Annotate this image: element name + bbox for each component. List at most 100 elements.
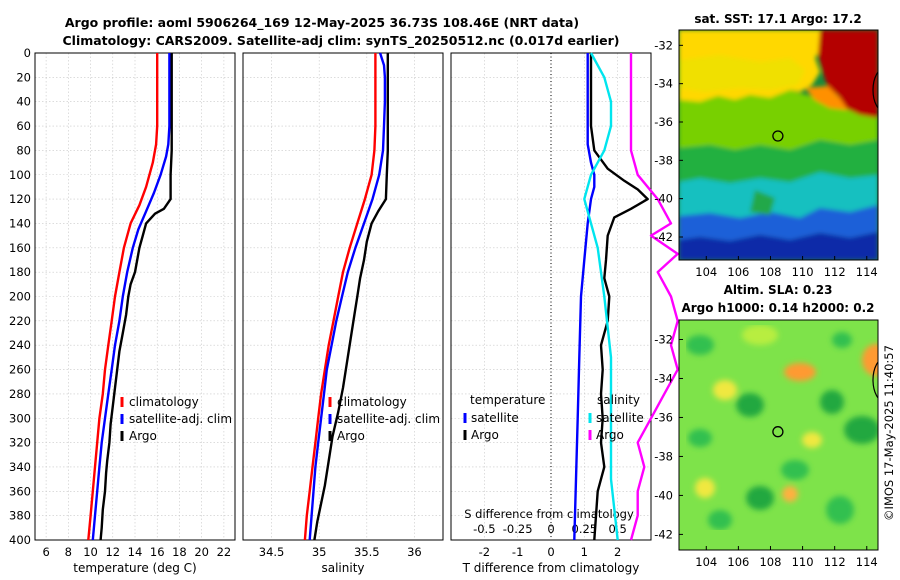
- x-tick-label: 8: [65, 545, 72, 559]
- legend-label: climatology: [129, 395, 199, 409]
- x-axis-label: temperature (deg C): [73, 561, 196, 575]
- legend-title-salinity: salinity: [597, 393, 640, 407]
- copyright-timestamp: ©IMOS 17-May-2025 11:40:57: [882, 345, 896, 521]
- x-tick-label: -1: [512, 545, 523, 559]
- map-lat-label: -34: [654, 371, 673, 385]
- series-line-argo: [313, 53, 389, 541]
- x-axis-label: T difference from climatology: [462, 561, 640, 575]
- x-tick-label: 2: [614, 545, 621, 559]
- map-lon-label: 106: [727, 555, 749, 569]
- x-tick-label: 35.5: [354, 545, 380, 559]
- depth-tick-label: 20: [16, 70, 31, 84]
- sla-field: [679, 320, 878, 550]
- map-lon-label: 106: [727, 265, 749, 279]
- depth-tick-label: 360: [9, 484, 31, 498]
- series-line-argo: [629, 53, 679, 541]
- legend-label: climatology: [337, 395, 407, 409]
- depth-tick-label: 140: [9, 216, 31, 230]
- s-tick-label: -0.25: [503, 522, 533, 536]
- title-line-1: Argo profile: aoml 5906264_169 12-May-20…: [65, 15, 579, 31]
- x-tick-label: 20: [194, 545, 209, 559]
- legend-label: Argo: [596, 428, 624, 442]
- map-lat-label: -32: [654, 38, 673, 52]
- x-tick-label: 35: [312, 545, 327, 559]
- map-lat-label: -42: [654, 230, 673, 244]
- depth-tick-label: 400: [9, 533, 31, 547]
- map-lon-label: 104: [695, 265, 717, 279]
- depth-tick-label: 380: [9, 509, 31, 523]
- sst-map-title: sat. SST: 17.1 Argo: 17.2: [694, 12, 861, 26]
- map-lon-label: 108: [759, 265, 781, 279]
- series-line-argo: [589, 53, 649, 541]
- sla-argo-location-marker: [772, 426, 784, 438]
- x-tick-label: 14: [128, 545, 143, 559]
- legend-label: satellite-adj. clim: [129, 412, 232, 426]
- legend-title-temperature: temperature: [470, 393, 545, 407]
- legend-label: Argo: [337, 429, 365, 443]
- depth-tick-label: 280: [9, 387, 31, 401]
- difference-panel: -2 -1 0 1 2 T difference from climatology S di…: [450, 52, 679, 575]
- depth-tick-label: 0: [24, 46, 31, 60]
- map-lon-label: 112: [824, 265, 846, 279]
- s-tick-label: 0.25: [572, 522, 598, 536]
- x-tick-label: -2: [479, 545, 490, 559]
- x-tick-label: 36: [407, 545, 422, 559]
- sst-map-panel: sat. SST: 17.1 Argo: 17.2 104 106 108 110 11…: [654, 12, 879, 279]
- depth-tick-label: 160: [9, 241, 31, 255]
- sla-map-title-line-2: Argo h1000: 0.14 h2000: 0.2: [681, 301, 874, 315]
- depth-tick-label: 120: [9, 192, 31, 206]
- legend-label: Argo: [471, 428, 499, 442]
- title-line-2: Climatology: CARS2009. Satellite-adj cli…: [62, 33, 619, 49]
- x-tick-label: 10: [83, 545, 98, 559]
- legend-label: satellite-adj. clim: [337, 412, 440, 426]
- x-tick-label: 6: [42, 545, 49, 559]
- x-tick-label: 22: [217, 545, 232, 559]
- series-line-argo: [99, 53, 173, 541]
- x-tick-label: 12: [105, 545, 120, 559]
- depth-tick-label: 340: [9, 460, 31, 474]
- map-lon-label: 110: [792, 265, 814, 279]
- series-line-climatology: [303, 53, 377, 541]
- map-lat-label: -42: [654, 527, 673, 541]
- s-axis-label: S difference from climatology: [464, 507, 634, 521]
- series-line-climatology: [87, 53, 159, 541]
- depth-tick-label: 200: [9, 290, 31, 304]
- axes-box: [242, 52, 444, 541]
- sst-field: [679, 30, 878, 260]
- x-axis-label: salinity: [321, 561, 364, 575]
- map-lon-label: 114: [856, 265, 878, 279]
- series-line-satellite-adj-clim: [91, 53, 171, 541]
- depth-tick-label: 260: [9, 363, 31, 377]
- map-lon-label: 114: [856, 555, 878, 569]
- legend-label: satellite: [471, 411, 519, 425]
- map-lat-label: -36: [654, 115, 673, 129]
- s-tick-label: 0: [547, 522, 554, 536]
- depth-tick-label: 180: [9, 265, 31, 279]
- x-tick-label: 34.5: [259, 545, 285, 559]
- legend-label: Argo: [129, 429, 157, 443]
- depth-tick-label: 100: [9, 168, 31, 182]
- map-lat-label: -38: [654, 153, 673, 167]
- s-tick-label: -0.5: [473, 522, 495, 536]
- axes-box: [34, 52, 236, 541]
- depth-tick-label: 320: [9, 436, 31, 450]
- map-lat-label: -38: [654, 449, 673, 463]
- temperature-panel: 0 20 40 60 80 100 120 140 160 180 200 220 240 260 280 3…: [9, 46, 236, 575]
- sst-argo-location-marker: [772, 130, 784, 142]
- sla-map-title-line-1: Altim. SLA: 0.23: [724, 283, 833, 297]
- depth-tick-label: 220: [9, 314, 31, 328]
- map-lon-label: 112: [824, 555, 846, 569]
- depth-tick-label: 60: [16, 119, 31, 133]
- map-lat-label: -40: [654, 488, 673, 502]
- map-lat-label: -36: [654, 410, 673, 424]
- depth-tick-label: 240: [9, 338, 31, 352]
- map-lat-label: -40: [654, 192, 673, 206]
- depth-tick-label: 80: [16, 143, 31, 157]
- x-tick-label: 0: [547, 545, 554, 559]
- series-line-satellite: [573, 53, 596, 541]
- legend-label: satellite: [596, 411, 644, 425]
- sla-map-panel: Altim. SLA: 0.23 Argo h1000: 0.14 h2000:…: [654, 283, 879, 569]
- x-tick-label: 1: [581, 545, 588, 559]
- x-tick-label: 18: [172, 545, 187, 559]
